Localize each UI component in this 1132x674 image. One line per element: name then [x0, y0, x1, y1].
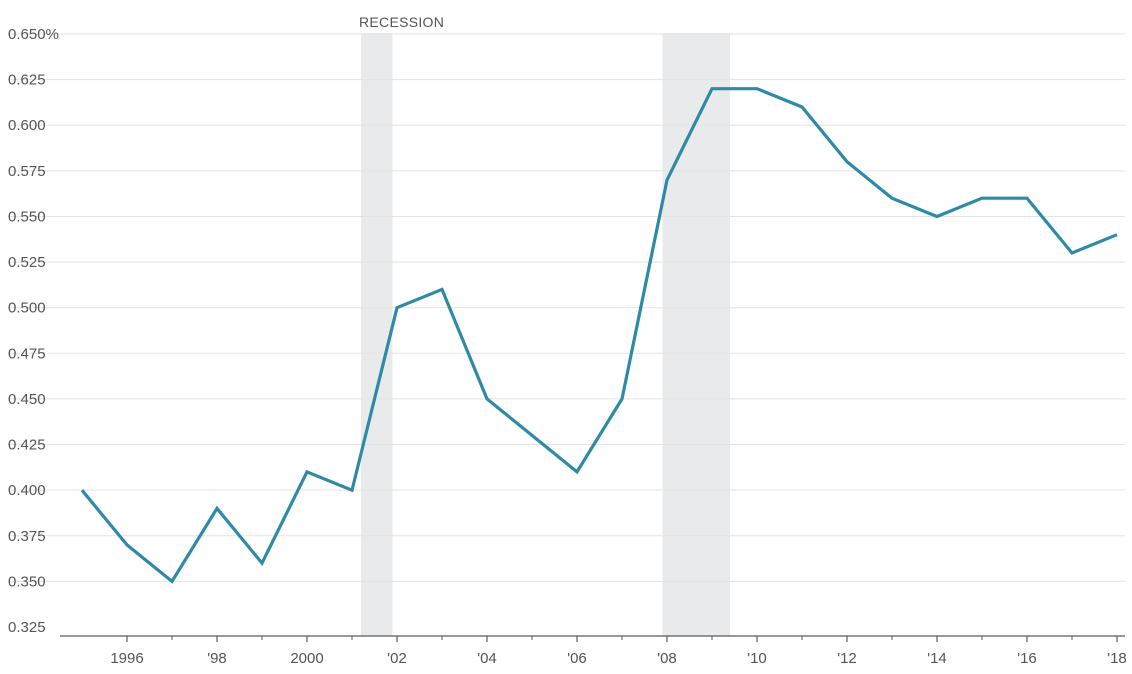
- x-tick-label: '06: [567, 650, 587, 667]
- x-tick-label: '18: [1107, 650, 1127, 667]
- y-tick-label: 0.325: [8, 619, 46, 636]
- x-tick-label: '10: [747, 650, 767, 667]
- y-tick-label: 0.350: [8, 573, 46, 590]
- y-tick-label: 0.450: [8, 391, 46, 408]
- x-axis: [60, 635, 1125, 642]
- x-tick-label: '16: [1017, 650, 1037, 667]
- y-tick-label: 0.575: [8, 163, 46, 180]
- y-tick-label: 0.400: [8, 482, 46, 499]
- y-tick-label: 0.375: [8, 528, 46, 545]
- y-tick-label: 0.625: [8, 72, 46, 89]
- x-tick-label: '12: [837, 650, 857, 667]
- x-tick-label: 2000: [290, 650, 323, 667]
- x-tick-label: 1996: [110, 650, 143, 667]
- y-tick-label: 0.475: [8, 345, 46, 362]
- x-tick-label: '08: [657, 650, 677, 667]
- y-tick-label: 0.600: [8, 117, 46, 134]
- y-tick-label: 0.525: [8, 254, 46, 271]
- y-tick-label: 0.650%: [8, 26, 59, 43]
- recession-band-1: [361, 33, 393, 636]
- x-tick-label: '98: [207, 650, 227, 667]
- x-tick-label: '02: [387, 650, 407, 667]
- x-tick-labels: 1996 '98 2000 '02 '04 '06 '08 '10 '12 '14 '16 '18: [110, 650, 1126, 667]
- y-tick-label: 0.425: [8, 437, 46, 454]
- y-tick-labels: 0.650% 0.625 0.600 0.575 0.550 0.525 0.500 0.47…: [8, 26, 59, 636]
- y-tick-label: 0.550: [8, 208, 46, 225]
- recession-label: RECESSION: [359, 14, 444, 30]
- y-tick-label: 0.500: [8, 300, 46, 317]
- series-line-group: [80, 87, 1118, 584]
- recession-bands: [361, 33, 730, 636]
- x-tick-label: '04: [477, 650, 497, 667]
- x-tick-label: '14: [927, 650, 947, 667]
- series-line-1: [80, 87, 1118, 584]
- gridlines: [8, 33, 1125, 582]
